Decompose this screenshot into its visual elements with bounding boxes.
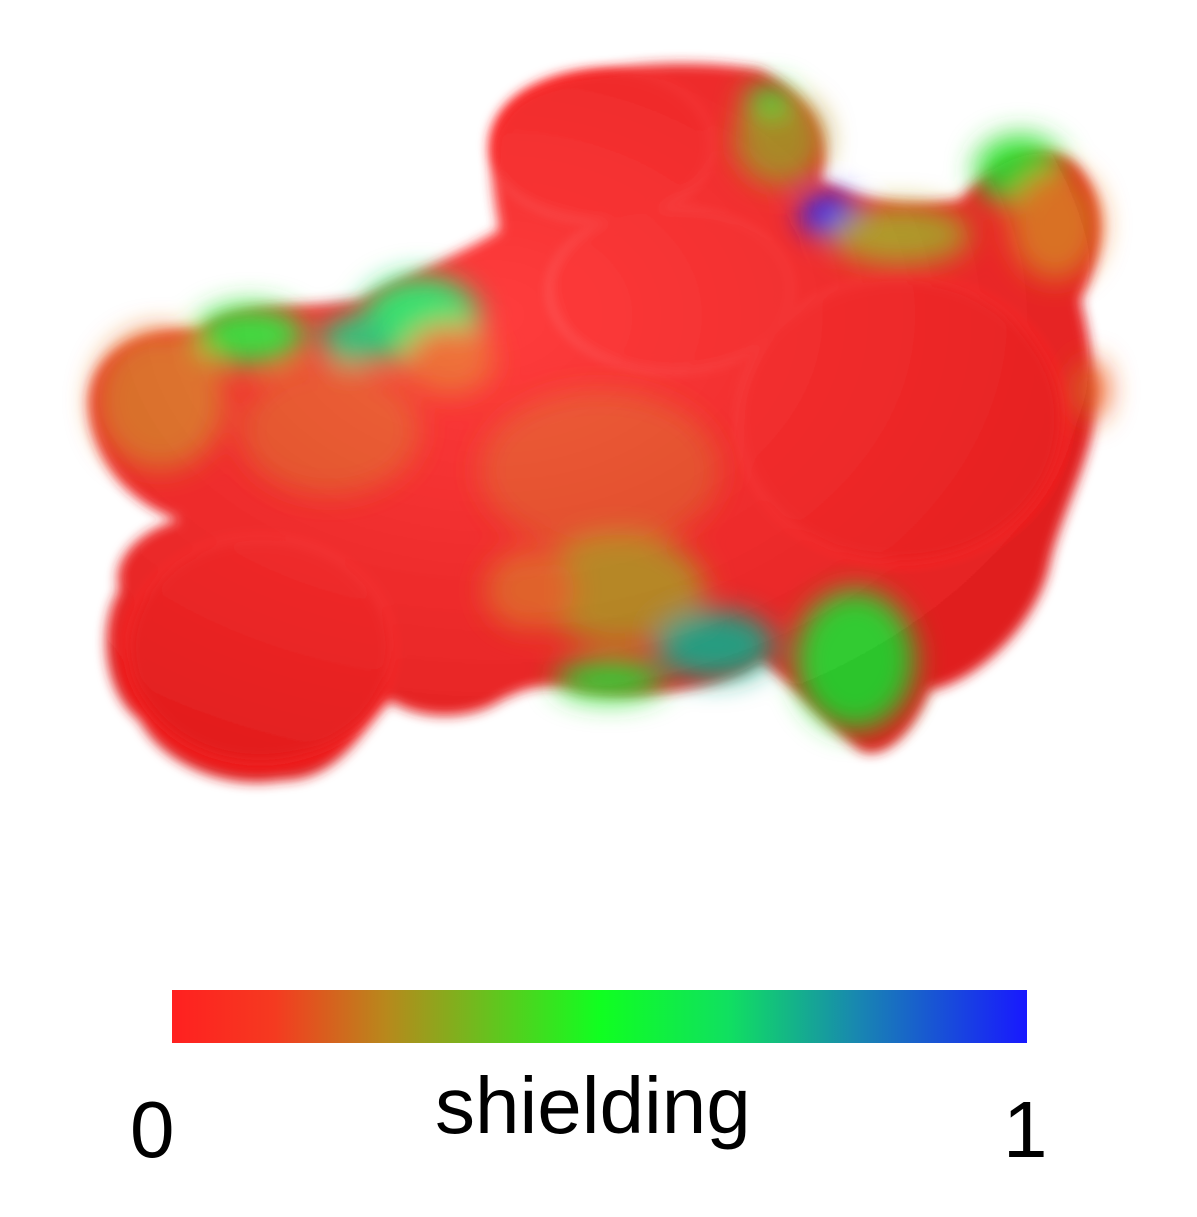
protein-surface-render [90,64,1108,782]
colorbar-min-label: 0 [130,1085,175,1174]
colorbar-max-label: 1 [1003,1085,1048,1174]
shielding-colorbar [172,990,1027,1043]
colorbar-gradient [172,990,1027,1043]
colorbar-title: shielding [435,1061,751,1150]
surface-shading [90,64,1099,782]
